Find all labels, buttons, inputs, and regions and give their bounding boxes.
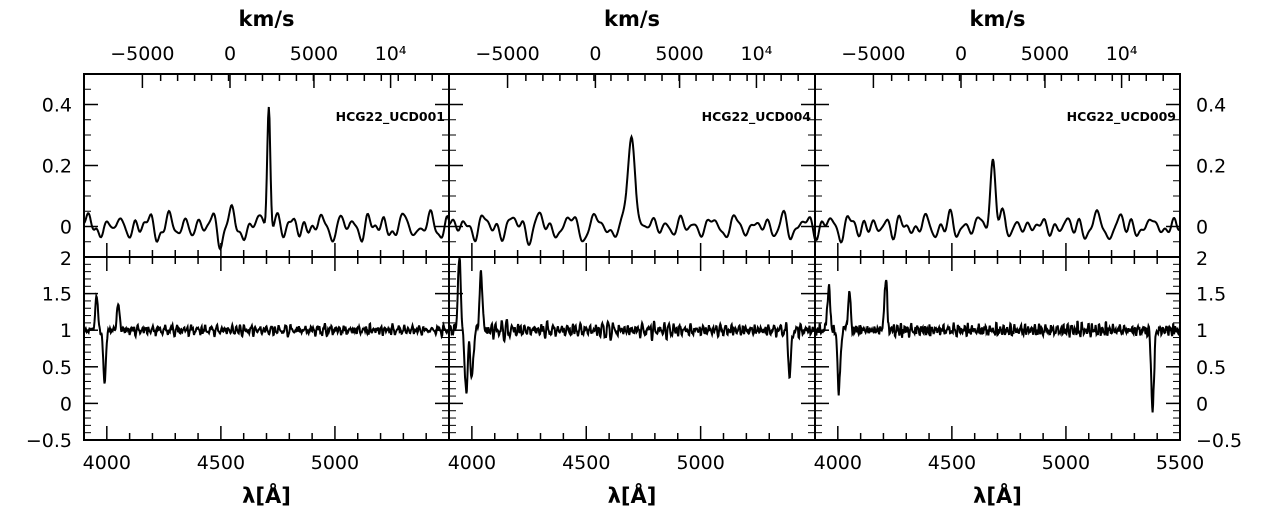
velocity-tick-label: −5000	[841, 43, 905, 65]
top-spectrum-1	[83, 106, 450, 251]
x-axis-title: λ[Å]	[973, 483, 1022, 508]
bottom-spectrum-1	[83, 292, 450, 384]
velocity-tick-label: 5000	[655, 43, 703, 65]
velocity-tick-label: 0	[589, 43, 601, 65]
velocity-axis-title: km/s	[238, 7, 294, 31]
velocity-tick-label: −5000	[475, 43, 539, 65]
top-spectrum-2	[448, 134, 816, 246]
bottom-frame-1	[83, 256, 450, 441]
y-tick-label-right: −0.5	[1196, 430, 1242, 452]
x-tick-label: 4000	[448, 452, 496, 474]
labels-layer: 4000 4500 5000 λ[Å] −5000 0 5000 10⁴ km/s HCG22_U…	[26, 7, 1242, 508]
y-tick-label-right: 0	[1196, 393, 1208, 415]
bottom-spectrum-2	[448, 257, 816, 394]
top-frame-2	[448, 73, 816, 258]
velocity-tick-label: 5000	[290, 43, 338, 65]
x-tick-label: 4500	[928, 452, 976, 474]
y-tick-label-right: 0.5	[1196, 357, 1226, 379]
velocity-axis-title: km/s	[969, 7, 1025, 31]
top-spectrum-3	[814, 158, 1181, 244]
x-tick-label-last: 5500	[1156, 452, 1204, 474]
x-tick-label: 4500	[562, 452, 610, 474]
bottom-spectrum-3	[814, 279, 1181, 413]
y-tick-label-right: 1.5	[1196, 284, 1226, 306]
y-tick-label-left: 1	[60, 320, 72, 342]
x-tick-label: 5000	[1042, 452, 1090, 474]
x-tick-label: 5000	[311, 452, 359, 474]
x-axis-title: λ[Å]	[242, 483, 291, 508]
y-tick-label-left: 2	[60, 248, 72, 270]
y-tick-label-right: 0	[1196, 217, 1208, 239]
x-tick-label: 5000	[676, 452, 724, 474]
y-tick-label-left: −0.5	[26, 430, 72, 452]
y-tick-label-right: 2	[1196, 248, 1208, 270]
velocity-tick-label: 10⁴	[741, 43, 773, 65]
panel-label-3: HCG22_UCD009	[1067, 109, 1176, 125]
panels-layer	[83, 106, 1181, 413]
velocity-tick-label: 10⁴	[1106, 43, 1138, 65]
x-tick-label: 4000	[83, 452, 131, 474]
velocity-tick-label: 0	[955, 43, 967, 65]
y-tick-label-right: 0.2	[1196, 156, 1226, 178]
x-tick-label: 4000	[814, 452, 862, 474]
y-tick-label-left: 0.2	[42, 156, 72, 178]
x-axis-title: λ[Å]	[608, 483, 657, 508]
velocity-axis-title: km/s	[604, 7, 660, 31]
bottom-frame-2	[448, 256, 816, 441]
x-tick-label: 4500	[197, 452, 245, 474]
y-tick-label-right: 0.4	[1196, 95, 1226, 117]
velocity-tick-label: 0	[224, 43, 236, 65]
y-tick-label-left: 1.5	[42, 284, 72, 306]
y-tick-label-left: 0	[60, 393, 72, 415]
y-tick-label-left: 0.5	[42, 357, 72, 379]
velocity-tick-label: 5000	[1021, 43, 1069, 65]
bottom-frame-3	[814, 256, 1181, 441]
panel-label-1: HCG22_UCD001	[336, 109, 445, 125]
velocity-tick-label: 10⁴	[375, 43, 407, 65]
axes-layer	[83, 73, 1181, 441]
panel-label-2: HCG22_UCD004	[702, 109, 812, 125]
y-tick-label-left: 0.4	[42, 95, 72, 117]
y-tick-label-right: 1	[1196, 320, 1208, 342]
y-tick-label-left: 0	[60, 217, 72, 239]
velocity-tick-label: −5000	[110, 43, 174, 65]
